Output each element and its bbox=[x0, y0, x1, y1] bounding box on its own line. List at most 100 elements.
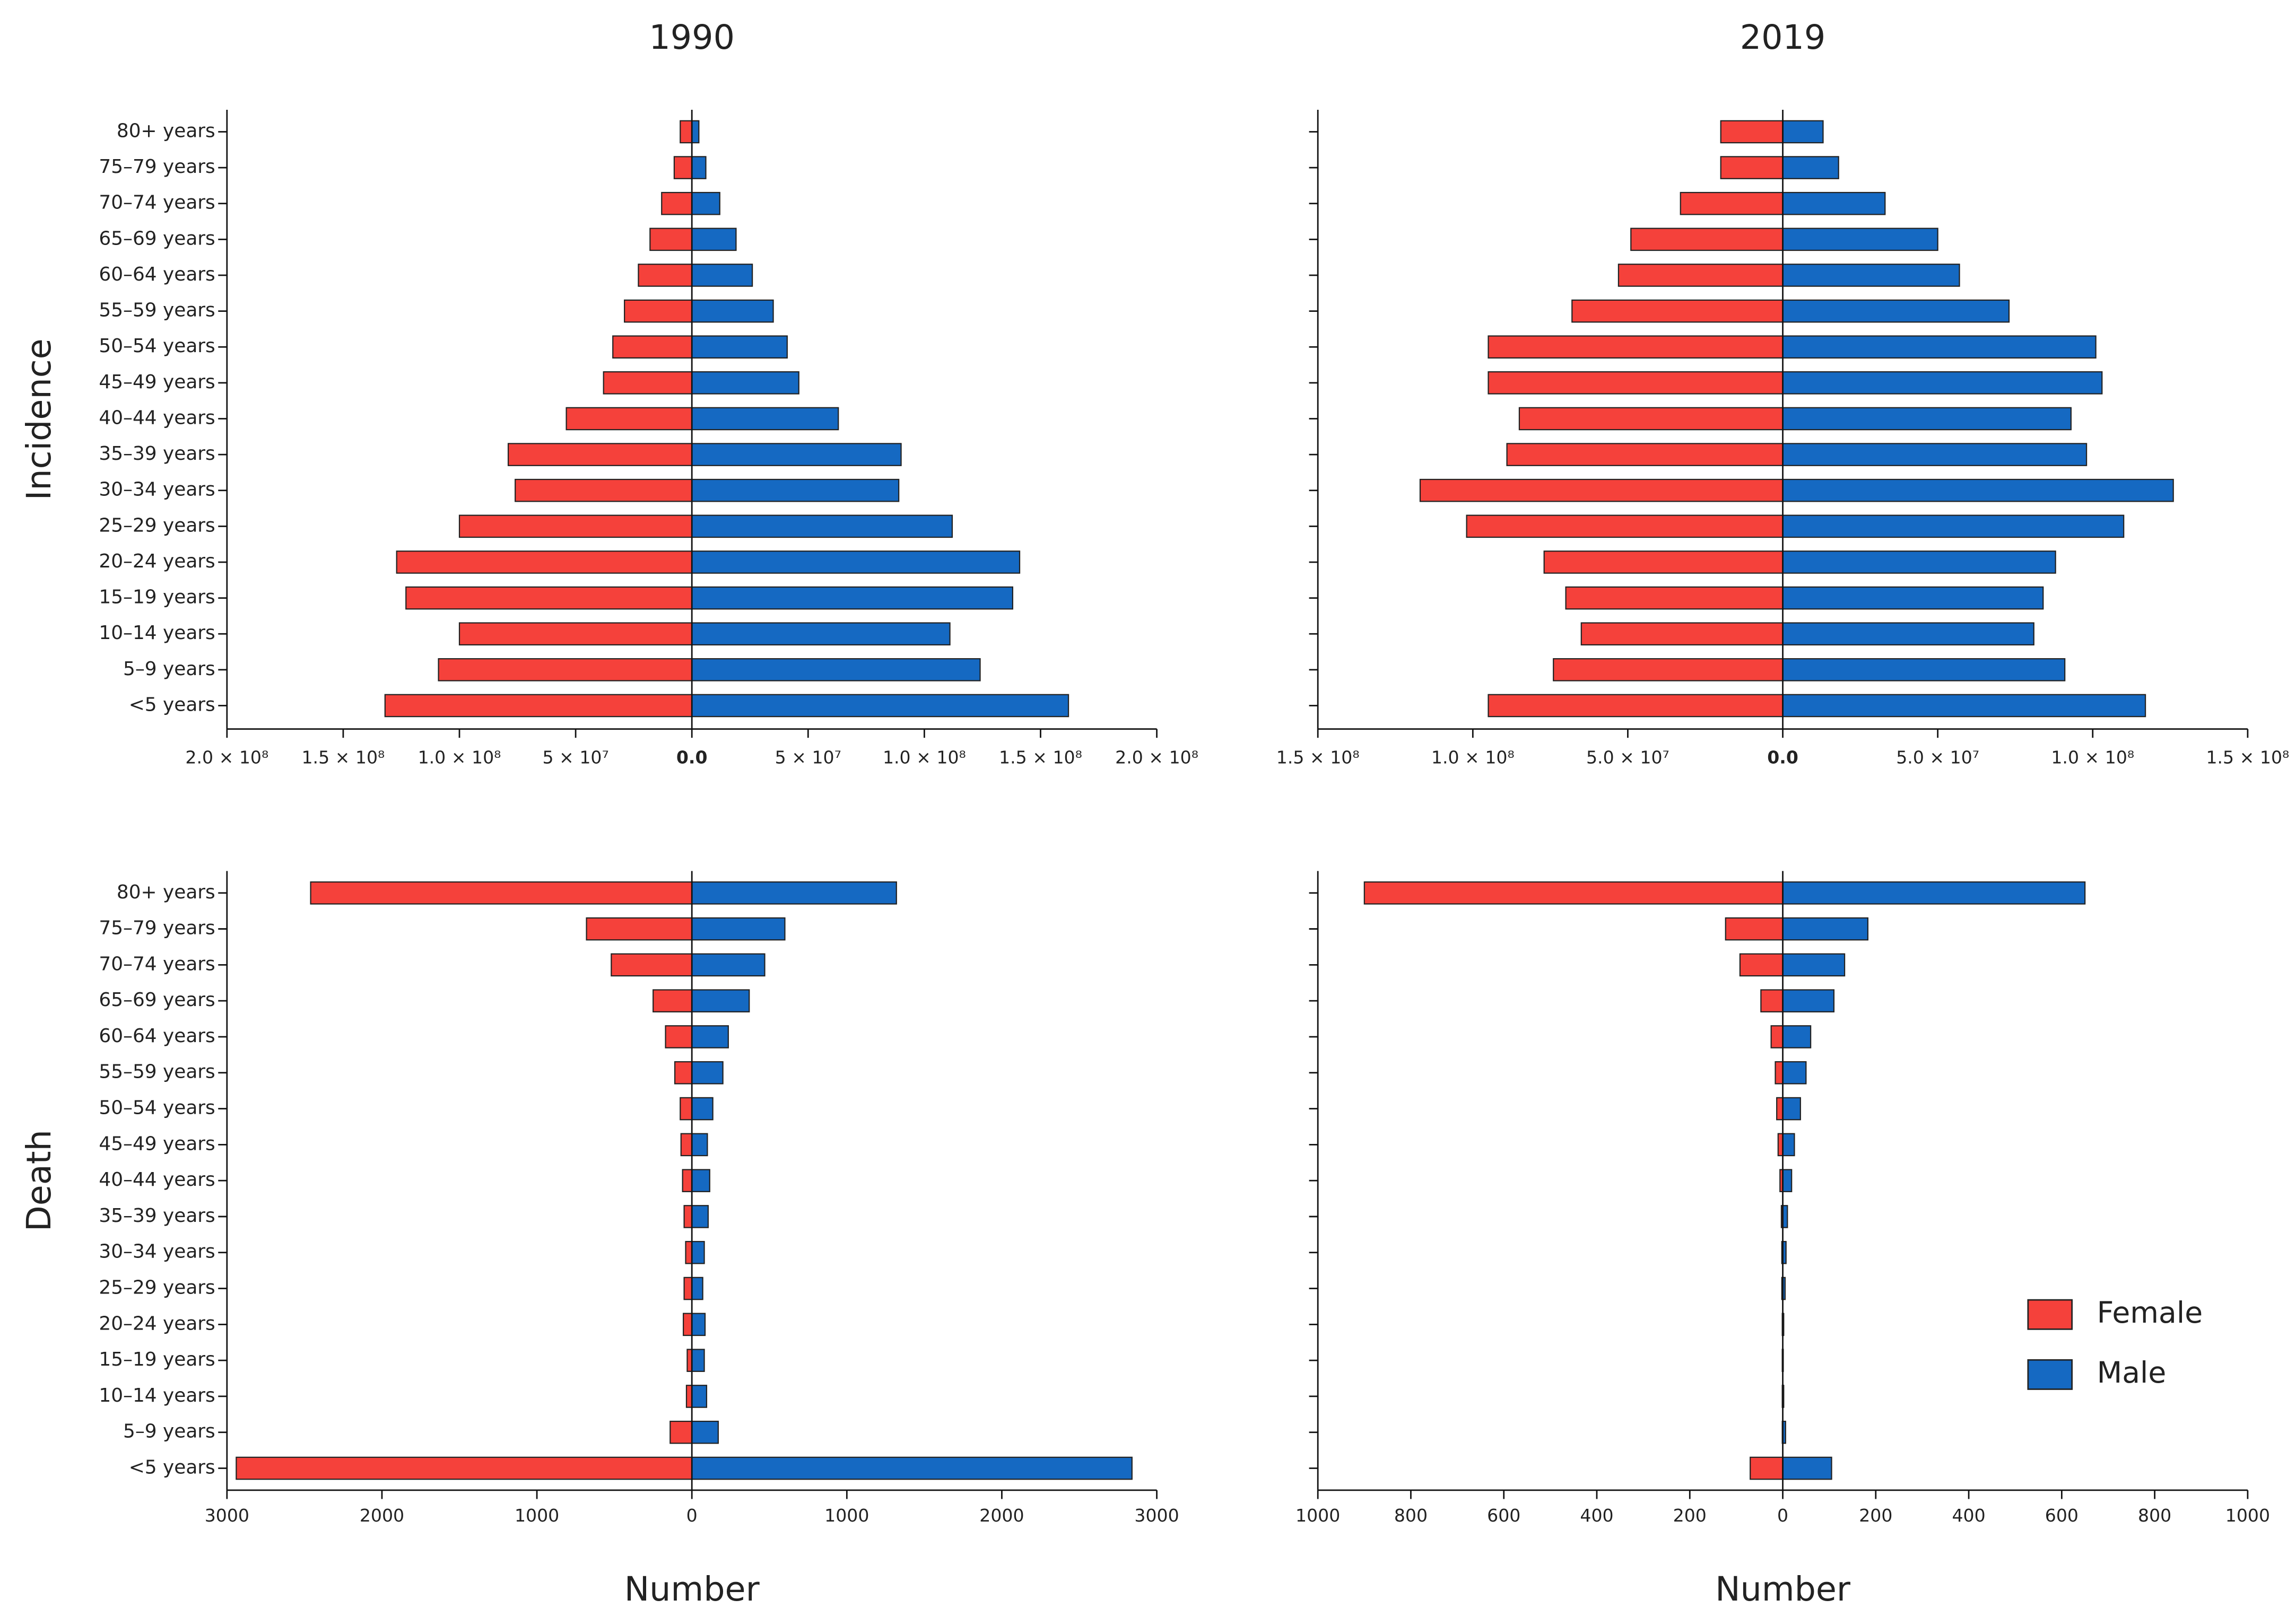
bar bbox=[1543, 550, 1784, 574]
bar bbox=[674, 1061, 693, 1085]
bar bbox=[691, 407, 839, 431]
bar bbox=[1782, 586, 2044, 610]
bar bbox=[1782, 989, 1835, 1012]
bar bbox=[691, 622, 951, 646]
category-label: 80+ years bbox=[117, 881, 215, 903]
category-label: 35–39 years bbox=[99, 1205, 215, 1227]
x-tick-label: 400 bbox=[1580, 1505, 1613, 1526]
bar bbox=[1782, 514, 2125, 538]
bar bbox=[1782, 694, 2146, 718]
category-label: <5 years bbox=[129, 694, 215, 715]
bar bbox=[603, 371, 693, 395]
bar bbox=[691, 1169, 710, 1192]
bar bbox=[691, 1061, 724, 1085]
bar bbox=[669, 1420, 693, 1444]
bar bbox=[691, 335, 788, 359]
bar bbox=[691, 1205, 709, 1228]
bar bbox=[691, 694, 1069, 718]
bar bbox=[649, 228, 693, 251]
bar bbox=[1782, 335, 2097, 359]
bar bbox=[691, 1420, 719, 1444]
x-tick-label: 1000 bbox=[1295, 1505, 1340, 1526]
bar bbox=[566, 407, 693, 431]
legend-label: Male bbox=[2097, 1356, 2167, 1390]
category-label: 30–34 years bbox=[99, 1241, 215, 1263]
x-tick-label: 0 bbox=[686, 1505, 698, 1526]
category-label: 70–74 years bbox=[99, 192, 215, 214]
bar bbox=[1488, 335, 1784, 359]
bar bbox=[691, 478, 900, 502]
category-label: 75–79 years bbox=[99, 156, 215, 178]
bar bbox=[683, 1313, 693, 1336]
legend-swatch bbox=[2027, 1359, 2073, 1390]
category-label: 40–44 years bbox=[99, 1169, 215, 1191]
category-label: 20–24 years bbox=[99, 1313, 215, 1334]
x-tick-label: 200 bbox=[1673, 1505, 1707, 1526]
bar bbox=[1782, 1061, 1807, 1085]
x-tick-label: 0.0 bbox=[1767, 747, 1798, 767]
x-tick-label: 2000 bbox=[360, 1505, 404, 1526]
x-tick-label: 800 bbox=[2138, 1505, 2171, 1526]
x-tick-label: 1.5 × 10⁸ bbox=[1276, 747, 1360, 767]
bar bbox=[638, 264, 693, 287]
bar bbox=[1725, 917, 1784, 941]
x-tick-label: 1.5 × 10⁸ bbox=[301, 747, 385, 767]
category-label: 60–64 years bbox=[99, 1025, 215, 1047]
category-label: 25–29 years bbox=[99, 1277, 215, 1299]
bar bbox=[691, 1385, 708, 1408]
bar bbox=[1782, 881, 2086, 905]
category-label: 10–14 years bbox=[99, 1385, 215, 1406]
bar bbox=[673, 156, 693, 179]
x-tick-label: 1.5 × 10⁸ bbox=[999, 747, 1082, 767]
x-tick-label: 1000 bbox=[2225, 1505, 2270, 1526]
bar bbox=[1782, 120, 1824, 144]
bar bbox=[1782, 1169, 1793, 1192]
category-label: 65–69 years bbox=[99, 989, 215, 1011]
bar bbox=[691, 881, 897, 905]
bar bbox=[1782, 1133, 1795, 1157]
x-axis-label: Number bbox=[624, 1569, 760, 1609]
bar bbox=[1782, 478, 2174, 502]
category-label: 15–19 years bbox=[99, 587, 215, 608]
bar bbox=[1782, 443, 2088, 466]
y-axis-label: Incidence bbox=[19, 338, 58, 500]
x-tick-label: 1000 bbox=[824, 1505, 869, 1526]
bar bbox=[1720, 120, 1784, 144]
x-tick-label: 2000 bbox=[979, 1505, 1024, 1526]
bar bbox=[691, 371, 799, 395]
x-tick-label: 600 bbox=[1487, 1505, 1520, 1526]
category-label: 40–44 years bbox=[99, 407, 215, 429]
bar bbox=[1553, 658, 1784, 681]
x-tick-label: 800 bbox=[1394, 1505, 1428, 1526]
bar bbox=[1488, 371, 1784, 395]
bar bbox=[1782, 953, 1846, 977]
bar bbox=[507, 443, 693, 466]
category-label: 15–19 years bbox=[99, 1349, 215, 1370]
bar bbox=[691, 514, 953, 538]
bar bbox=[1565, 586, 1784, 610]
category-label: 50–54 years bbox=[99, 1097, 215, 1119]
bar bbox=[586, 917, 693, 941]
bar bbox=[653, 989, 693, 1012]
bar bbox=[611, 953, 693, 977]
x-tick-label: 0 bbox=[1777, 1505, 1788, 1526]
bar bbox=[680, 1133, 693, 1157]
category-label: <5 years bbox=[129, 1457, 215, 1479]
bar bbox=[691, 953, 766, 977]
legend-swatch bbox=[2027, 1299, 2073, 1330]
x-tick-label: 5.0 × 10⁷ bbox=[1896, 747, 1979, 767]
bar bbox=[691, 550, 1021, 574]
bar bbox=[1580, 622, 1784, 646]
category-label: 65–69 years bbox=[99, 228, 215, 249]
bar bbox=[1782, 1456, 1832, 1480]
bar bbox=[236, 1456, 693, 1480]
x-axis-label: Number bbox=[1715, 1569, 1851, 1609]
bar bbox=[1770, 1025, 1784, 1048]
category-label: 70–74 years bbox=[99, 953, 215, 975]
bar bbox=[1739, 953, 1784, 977]
x-tick-label: 3000 bbox=[1134, 1505, 1179, 1526]
category-label: 5–9 years bbox=[123, 1421, 215, 1443]
bar bbox=[1419, 478, 1784, 502]
